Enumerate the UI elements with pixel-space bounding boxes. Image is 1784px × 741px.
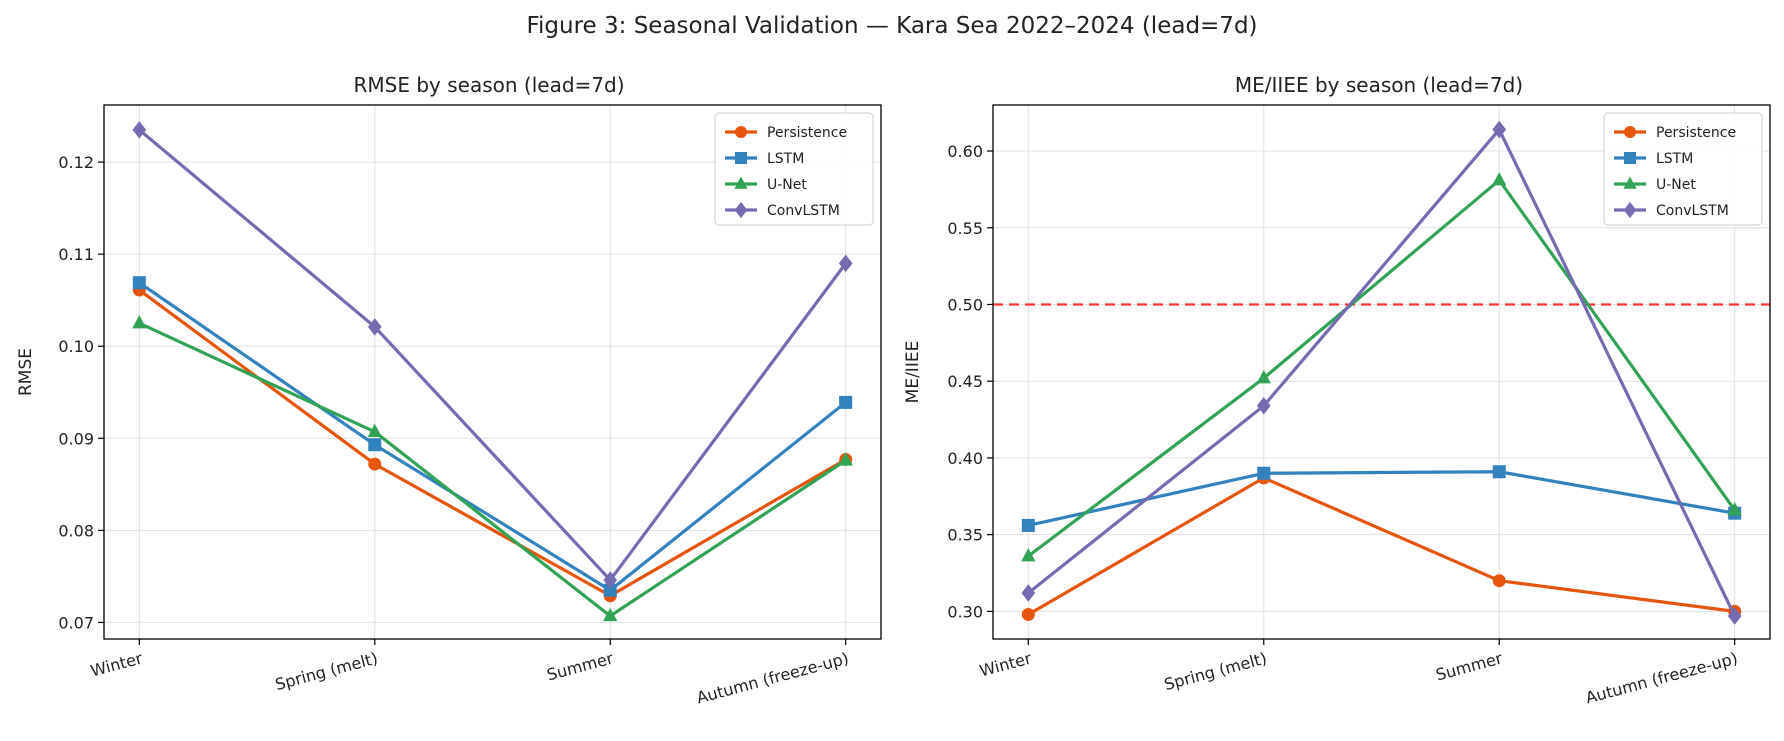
rmse-y-tick-label: 0.08 bbox=[58, 521, 94, 540]
rmse-x-tick-label: Autumn (freeze-up) bbox=[694, 649, 850, 708]
rmse-x-tick-label: Winter bbox=[88, 648, 144, 680]
rmse-y-tick-label: 0.07 bbox=[58, 613, 94, 632]
me-iiee-legend-convlstm-marker bbox=[1623, 201, 1637, 219]
me-iiee-legend-u-net-marker bbox=[1623, 176, 1637, 189]
me-iiee-u-net-point bbox=[1256, 370, 1271, 384]
me-iiee-persistence-point bbox=[1021, 607, 1035, 621]
me-iiee-x-tick-label: Spring (melt) bbox=[1162, 649, 1269, 695]
rmse-y-tick-label: 0.12 bbox=[58, 153, 94, 172]
rmse-lstm-point bbox=[603, 583, 617, 597]
rmse-series-persistence bbox=[132, 283, 853, 603]
me-iiee-x-tick-label: Winter bbox=[977, 648, 1033, 680]
me-iiee-legend-convlstm-label: ConvLSTM bbox=[1656, 203, 1729, 219]
rmse-legend-box bbox=[714, 112, 874, 226]
rmse-axes-frame bbox=[103, 104, 882, 640]
me-iiee-convlstm-point bbox=[1727, 607, 1742, 625]
rmse-lstm-point bbox=[132, 276, 146, 290]
rmse-u-net-line bbox=[138, 321, 847, 618]
me-iiee-series-u-net bbox=[1021, 172, 1742, 562]
rmse-legend-convlstm-marker bbox=[734, 201, 748, 219]
me-iiee-legend-lstm-marker bbox=[1624, 152, 1636, 164]
rmse-lstm-line bbox=[138, 281, 847, 592]
me-iiee-convlstm-line bbox=[1027, 127, 1737, 617]
me-iiee-x-tick-label: Summer bbox=[1434, 648, 1505, 684]
me-iiee-y-tick-label: 0.50 bbox=[947, 295, 983, 314]
rmse-persistence-point bbox=[368, 457, 382, 471]
rmse-x-tick-label: Summer bbox=[545, 648, 616, 684]
rmse-u-net-point bbox=[603, 607, 618, 622]
rmse-legend: Persistence LSTM U-Net ConvLSTM bbox=[714, 112, 874, 226]
rmse-legend-lstm-label: LSTM bbox=[767, 151, 804, 167]
me-iiee-persistence-line bbox=[1027, 476, 1735, 616]
rmse-y-tick-label: 0.11 bbox=[58, 245, 94, 264]
me-iiee-u-net-point bbox=[1727, 501, 1742, 516]
me-iiee-lstm-point bbox=[1257, 466, 1271, 480]
rmse-legend-convlstm-label: ConvLSTM bbox=[767, 203, 840, 219]
rmse-convlstm-point bbox=[132, 121, 147, 139]
me-iiee-convlstm-point bbox=[1492, 120, 1507, 139]
me-iiee-y-tick-label: 0.30 bbox=[947, 602, 983, 621]
rmse-lstm-point bbox=[839, 395, 853, 409]
me-iiee-y-tick-label: 0.35 bbox=[947, 526, 983, 545]
rmse-lstm-point bbox=[368, 438, 382, 452]
rmse-convlstm-point bbox=[838, 254, 853, 273]
rmse-x-tick-label: Spring (melt) bbox=[273, 649, 380, 695]
me-iiee-lstm-point bbox=[1492, 465, 1506, 479]
rmse-legend-persistence-marker bbox=[735, 126, 747, 138]
rmse-y-tick-label: 0.10 bbox=[58, 337, 94, 356]
me-iiee-y-tick-label: 0.40 bbox=[947, 449, 983, 468]
rmse-legend-lstm-marker bbox=[735, 152, 747, 164]
rmse-legend-u-net-marker bbox=[734, 176, 748, 189]
figure-title: Figure 3: Seasonal Validation — Kara Sea… bbox=[526, 13, 1257, 39]
rmse-panel: RMSE by season (lead=7d) RMSE 0.07 0.08 0.… bbox=[16, 73, 882, 708]
me-iiee-y-tick-label: 0.55 bbox=[947, 219, 983, 238]
me-iiee-axes-frame bbox=[992, 104, 1771, 640]
rmse-legend-persistence-label: Persistence bbox=[767, 125, 847, 141]
me-iiee-panel-title: ME/IIEE by season (lead=7d) bbox=[1235, 73, 1523, 97]
me-iiee-legend-lstm-label: LSTM bbox=[1656, 151, 1693, 167]
rmse-convlstm-point bbox=[367, 318, 382, 336]
rmse-convlstm-line bbox=[138, 128, 847, 582]
me-iiee-y-tick-label: 0.60 bbox=[947, 142, 983, 161]
me-iiee-y-axis-label: ME/IIEE bbox=[903, 341, 923, 404]
rmse-persistence-line bbox=[138, 288, 847, 598]
me-iiee-grid bbox=[993, 105, 1770, 639]
me-iiee-lstm-line bbox=[1027, 470, 1735, 528]
rmse-series-convlstm bbox=[132, 121, 853, 589]
me-iiee-u-net-point bbox=[1021, 548, 1036, 562]
me-iiee-series-convlstm bbox=[1021, 120, 1742, 625]
me-iiee-persistence-point bbox=[1492, 574, 1506, 588]
me-iiee-legend: Persistence LSTM U-Net ConvLSTM bbox=[1603, 112, 1763, 226]
me-iiee-u-net-point bbox=[1492, 172, 1507, 186]
me-iiee-convlstm-point bbox=[1256, 396, 1271, 415]
rmse-legend-u-net-label: U-Net bbox=[767, 177, 807, 193]
rmse-u-net-point bbox=[838, 452, 853, 466]
me-iiee-panel: ME/IIEE by season (lead=7d) ME/IIEE 0.30… bbox=[903, 73, 1771, 708]
rmse-u-net-point bbox=[367, 423, 382, 438]
me-iiee-legend-persistence-marker bbox=[1624, 126, 1636, 138]
rmse-series-u-net bbox=[132, 315, 853, 622]
me-iiee-legend-box bbox=[1603, 112, 1763, 226]
rmse-convlstm-point bbox=[603, 571, 618, 589]
rmse-panel-title: RMSE by season (lead=7d) bbox=[354, 73, 625, 97]
rmse-y-axis-label: RMSE bbox=[16, 348, 36, 396]
me-iiee-legend-u-net-label: U-Net bbox=[1656, 177, 1696, 193]
rmse-y-tick-label: 0.09 bbox=[58, 429, 94, 448]
me-iiee-u-net-line bbox=[1027, 178, 1736, 558]
rmse-u-net-point bbox=[132, 315, 147, 329]
rmse-series-lstm bbox=[132, 276, 853, 597]
me-iiee-legend-persistence-label: Persistence bbox=[1656, 125, 1736, 141]
me-iiee-convlstm-point bbox=[1021, 584, 1036, 602]
me-iiee-series-lstm bbox=[1021, 465, 1742, 532]
me-iiee-x-tick-label: Autumn (freeze-up) bbox=[1583, 649, 1739, 708]
me-iiee-y-tick-label: 0.45 bbox=[947, 372, 983, 391]
me-iiee-lstm-point bbox=[1021, 518, 1035, 532]
